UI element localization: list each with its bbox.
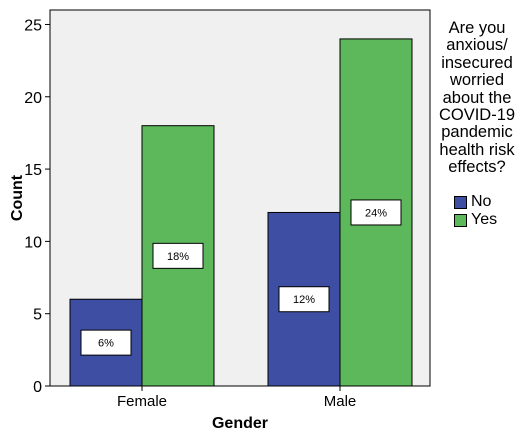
y-tick-label: 20 bbox=[24, 90, 42, 107]
legend-label-no: No bbox=[471, 193, 492, 210]
data-label: 24% bbox=[365, 207, 387, 219]
y-tick-label: 15 bbox=[24, 162, 42, 179]
x-tick-label: Female bbox=[117, 393, 167, 410]
legend-label-yes: Yes bbox=[471, 211, 498, 228]
data-label: 12% bbox=[293, 294, 315, 306]
data-label-box bbox=[350, 199, 402, 226]
y-tick-label: 10 bbox=[24, 234, 42, 251]
legend-swatch-yes bbox=[454, 213, 467, 227]
data-label-box bbox=[278, 286, 330, 313]
y-axis-label: Count bbox=[9, 174, 26, 221]
legend-item-yes: Yes bbox=[454, 211, 497, 229]
x-tick-label: Male bbox=[324, 393, 357, 410]
y-tick-label: 0 bbox=[33, 379, 42, 396]
y-tick-label: 5 bbox=[33, 307, 42, 324]
legend-item-no: No bbox=[454, 193, 491, 211]
x-axis-label: Gender bbox=[212, 415, 268, 432]
legend-swatch-no bbox=[454, 195, 467, 209]
data-label-box bbox=[80, 329, 132, 356]
data-label: 18% bbox=[167, 251, 189, 263]
data-label: 6% bbox=[98, 338, 114, 350]
data-label-box bbox=[152, 242, 204, 269]
y-tick-label: 25 bbox=[24, 17, 42, 34]
legend-title: Are you anxious/ insecured worried about… bbox=[438, 19, 516, 177]
